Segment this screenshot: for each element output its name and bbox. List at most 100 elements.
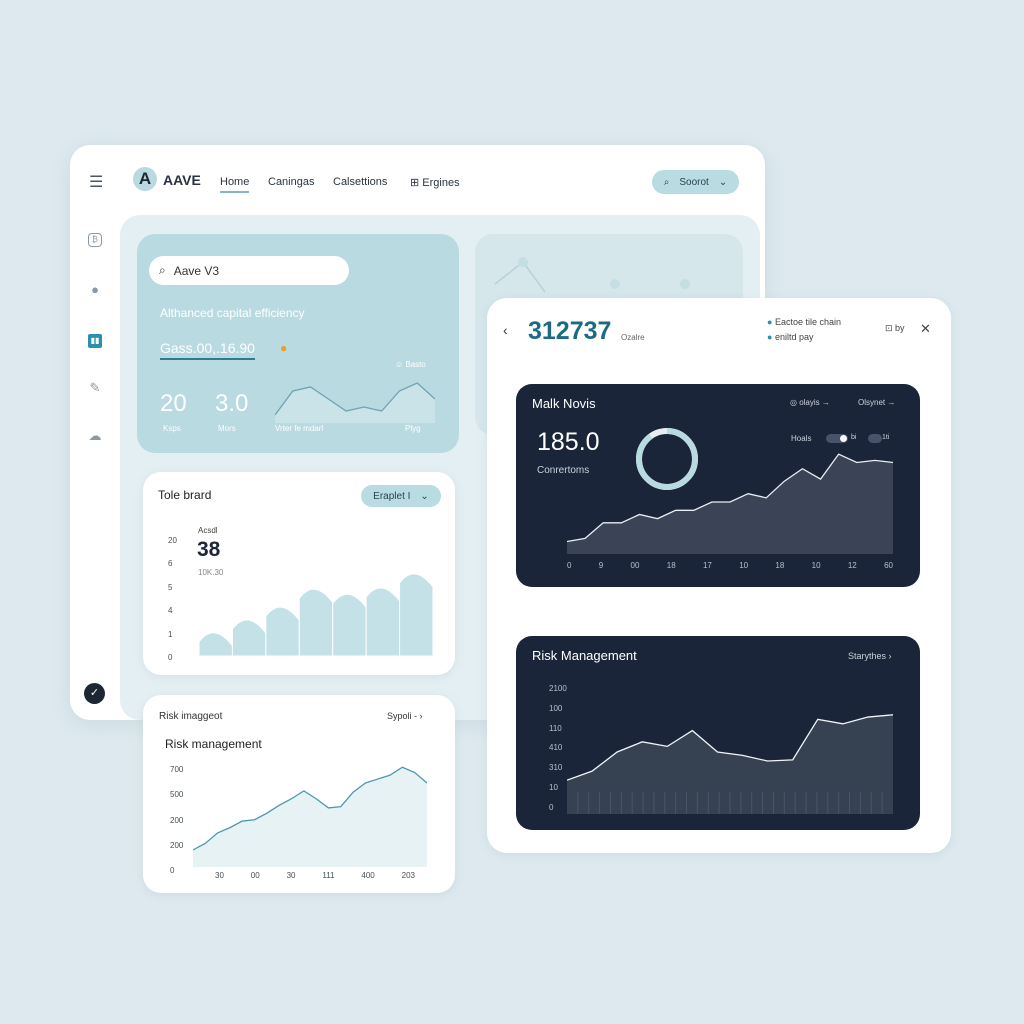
- axis-tick: 2100: [549, 684, 567, 693]
- nav-caningas[interactable]: Caningas: [268, 176, 315, 188]
- chain-icon: ●: [767, 317, 775, 327]
- share-label: by: [895, 323, 905, 333]
- axis-tick: 500: [170, 790, 184, 800]
- stat-value: 3.0: [215, 390, 249, 417]
- toggle-1-label: bi: [851, 434, 857, 441]
- check-icon[interactable]: ✓: [84, 683, 105, 704]
- risk-dark-series-line: [567, 714, 893, 781]
- market-chart: [567, 453, 893, 554]
- tole-bar: [265, 606, 300, 656]
- toggle-switch[interactable]: [826, 434, 848, 443]
- axis-tick: 0: [549, 802, 554, 812]
- gas-value: Gass.00,.16.90: [160, 340, 255, 360]
- axis-tick: 200: [170, 840, 184, 850]
- risk-light-series-area: [193, 767, 427, 867]
- cloud-icon[interactable]: ☁: [88, 428, 102, 443]
- globe-icon: ◎: [790, 398, 800, 407]
- tole-bar: [231, 619, 267, 656]
- risk-light-x-axis: 30 00 30 111 400 203: [215, 871, 415, 880]
- close-icon[interactable]: ✕: [920, 321, 931, 336]
- metric-sub: 10K.30: [198, 568, 224, 577]
- market-link-2[interactable]: Olsynet →: [858, 398, 896, 407]
- axis-tick: 00: [250, 871, 260, 880]
- detail-value: 312737: [528, 317, 612, 345]
- axis-tick: 60: [884, 561, 893, 570]
- brand-name: AAVE: [163, 172, 201, 188]
- legend-item: ● eniltd pay: [767, 332, 813, 342]
- risk-header: Risk imaggeot: [159, 711, 223, 722]
- aave-logo: A: [133, 167, 157, 191]
- share-button[interactable]: ⊡ by: [885, 323, 905, 334]
- axis-tick: 5: [168, 582, 173, 592]
- wallet-icon[interactable]: ₿: [88, 233, 102, 247]
- axis-tick: 0: [168, 652, 173, 662]
- metric-value: 38: [197, 538, 221, 561]
- risk-dark-y-axis: 2100 100 110 410 310 10 0: [549, 684, 567, 812]
- back-chevron-icon[interactable]: ‹: [503, 322, 508, 338]
- axis-tick: 10: [549, 783, 558, 793]
- search-dropdown[interactable]: ⌕ Soorot ⌄: [652, 170, 739, 194]
- detail-unit: Ozalre: [621, 333, 645, 342]
- market-link-1[interactable]: ◎ olayis →: [790, 398, 830, 407]
- search-icon: ⌕: [663, 176, 670, 188]
- axis-tick: 0: [567, 561, 572, 570]
- risk-dark-link[interactable]: Starythes ›: [848, 651, 892, 661]
- axis-tick: 00: [630, 561, 640, 570]
- axis-tick: 18: [775, 561, 785, 570]
- tole-bar: [332, 593, 367, 656]
- nav-ergines-label: Ergines: [422, 177, 460, 189]
- arrow-right-icon: ›: [419, 711, 423, 721]
- tole-bar: [365, 587, 401, 656]
- market-title: Malk Novis: [532, 396, 596, 411]
- link-label: Olsynet: [858, 398, 886, 407]
- risk-title: Risk management: [165, 737, 262, 751]
- tole-title: Tole brard: [158, 488, 212, 502]
- search-icon: ⌕: [159, 263, 166, 277]
- pay-icon: ●: [767, 332, 775, 342]
- toggle-switch-2[interactable]: [868, 434, 882, 443]
- nav-home[interactable]: Home: [220, 176, 250, 193]
- risk-light-chart: [193, 766, 427, 867]
- chart-left-label: Vrter fe mdarl: [275, 424, 324, 433]
- search-input[interactable]: ⌕ Aave V3: [149, 256, 349, 285]
- dashboard-icon[interactable]: ▮▮: [88, 334, 102, 348]
- nav-calsettions[interactable]: Calsettions: [333, 176, 388, 188]
- axis-tick: 18: [666, 561, 676, 570]
- tole-bar: [399, 573, 433, 656]
- period-dropdown[interactable]: Eraplet I ⌄: [361, 485, 441, 507]
- axis-tick: 10: [811, 561, 821, 570]
- emoji-icon: ●: [280, 341, 288, 355]
- basto-badge: ☺ Basto: [395, 360, 426, 369]
- market-value: 185.0: [537, 428, 600, 456]
- axis-tick: 9: [598, 561, 604, 570]
- link-label: olayis: [799, 398, 820, 407]
- axis-tick: 400: [361, 871, 375, 880]
- legend-label: eniltd pay: [774, 332, 814, 342]
- hero-sparkline-line: [275, 382, 435, 416]
- stat-label: Mors: [218, 424, 236, 433]
- hamburger-menu-icon[interactable]: ☰: [89, 174, 104, 191]
- market-series-line: [567, 453, 893, 543]
- tole-bar: [199, 632, 233, 656]
- legend-item: ● Eactoe tile chain: [767, 317, 841, 327]
- tagline: Althanced capital efficiency: [160, 306, 305, 320]
- metric-label: Acsdl: [198, 526, 218, 535]
- axis-tick: 20: [168, 536, 177, 545]
- legend-label: Eactoe tile chain: [774, 317, 841, 327]
- risk-light-series-line: [193, 766, 427, 851]
- market-x-axis: 0 9 00 18 17 10 18 10 12 60: [567, 561, 893, 570]
- search-label: Soorot: [679, 176, 709, 188]
- tole-bar: [298, 588, 334, 656]
- risk-support-link[interactable]: Sypoli - ›: [387, 711, 423, 721]
- user-icon[interactable]: ●: [91, 282, 99, 297]
- hero-sparkline: [275, 382, 435, 423]
- search-value: Aave V3: [173, 263, 220, 278]
- nav-ergines[interactable]: ⊞ Ergines: [410, 176, 460, 189]
- link-label: Starythes: [848, 651, 887, 661]
- pen-icon[interactable]: ✎: [89, 380, 101, 395]
- axis-tick: 203: [401, 871, 415, 880]
- axis-tick: 700: [170, 765, 184, 774]
- market-label: Conrertoms: [537, 465, 590, 476]
- share-icon: ⊡: [885, 323, 896, 333]
- axis-tick: 310: [549, 763, 563, 773]
